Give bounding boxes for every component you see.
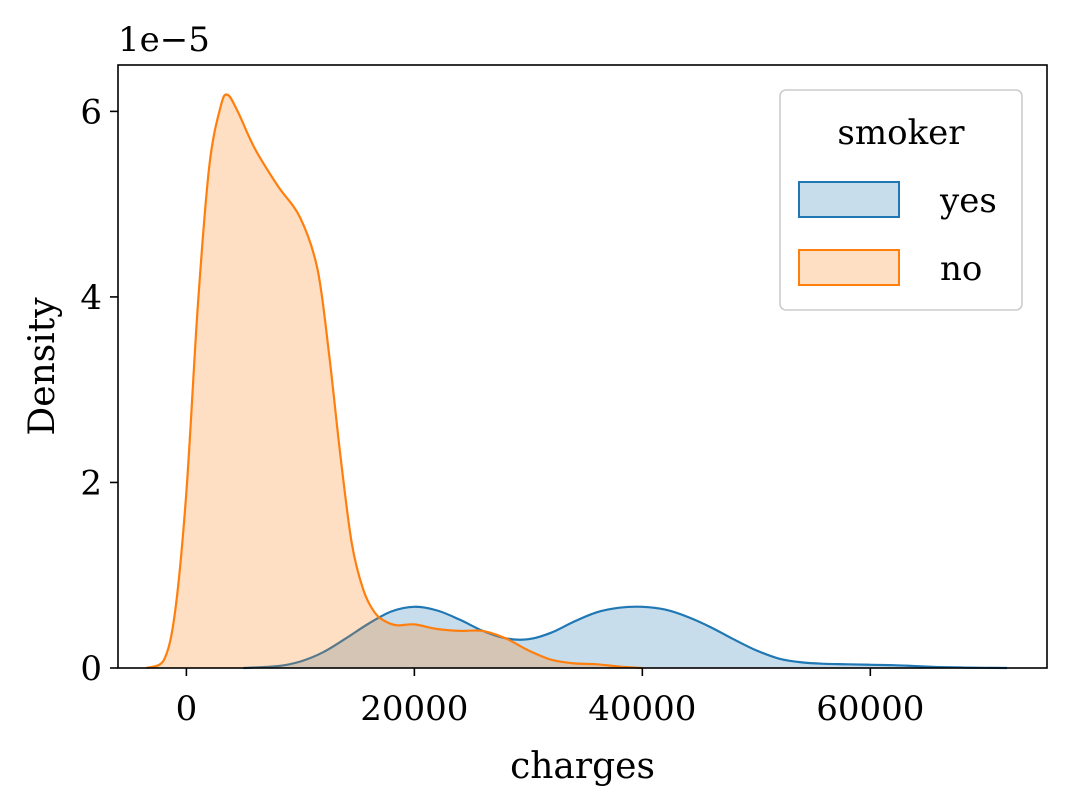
legend-swatch-yes [798,181,900,218]
y-axis-ticks: 0 2 4 6 [80,92,118,689]
legend-label-no: no [940,249,982,289]
y-axis-label: Density [22,297,63,436]
series-area-yes [243,606,1008,668]
x-tick-label: 0 [176,689,198,729]
x-tick-label: 20000 [360,689,468,729]
x-tick-label: 40000 [588,689,696,729]
y-tick-label: 6 [80,92,102,132]
plot-frame [117,64,1048,669]
y-tick-label: 2 [80,463,102,503]
x-tick-label: 60000 [816,689,924,729]
series-layer [146,93,1008,670]
legend-swatch-no [798,249,900,286]
legend-frame [779,89,1023,311]
legend: smoker yes no [779,89,1023,311]
axes-layer: 0 20000 40000 60000 0 2 4 6 [80,64,1048,729]
y-offset-text: 1e−5 [118,20,210,60]
legend-label-yes: yes [939,181,997,221]
legend-title: smoker [837,113,965,153]
series-line-no [146,93,643,670]
y-tick-label: 0 [80,649,102,689]
x-axis-ticks: 0 20000 40000 60000 [176,668,924,729]
x-axis-label: charges [510,746,655,787]
series-area-no [146,94,643,668]
y-tick-label: 4 [80,278,102,318]
